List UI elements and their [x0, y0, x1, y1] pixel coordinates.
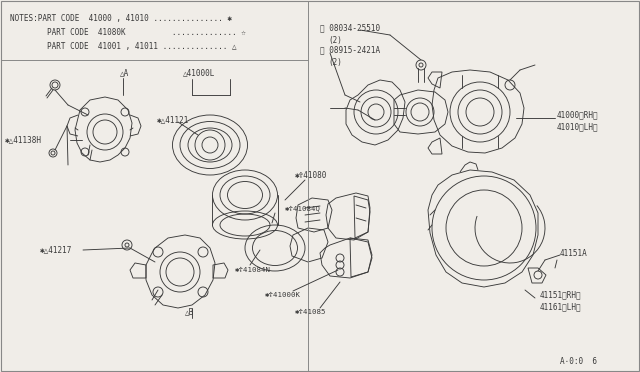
Text: NOTES:PART CODE  41000 , 41010 ............... ✱: NOTES:PART CODE 41000 , 41010 ..........… — [10, 13, 232, 22]
Text: △41000L: △41000L — [183, 68, 216, 77]
Text: ✱△41138H: ✱△41138H — [5, 135, 42, 144]
Text: Ⓥ 08915-2421A: Ⓥ 08915-2421A — [320, 45, 380, 55]
Text: (2): (2) — [328, 35, 342, 45]
Text: △A: △A — [120, 68, 129, 77]
Text: PART CODE  41080K          .............. ☆: PART CODE 41080K .............. ☆ — [10, 28, 246, 36]
Text: ✱☦41000K: ✱☦41000K — [265, 292, 301, 298]
Text: 41010（LH）: 41010（LH） — [557, 122, 598, 131]
Text: ✱△41121: ✱△41121 — [157, 115, 189, 125]
Text: Ⓑ 08034-25510: Ⓑ 08034-25510 — [320, 23, 380, 32]
Text: A⋅0:0  6: A⋅0:0 6 — [560, 357, 597, 366]
Text: ✱☦41080: ✱☦41080 — [295, 170, 328, 180]
Text: 41151（RH）: 41151（RH） — [540, 291, 582, 299]
Text: 41161（LH）: 41161（LH） — [540, 302, 582, 311]
Text: △B: △B — [185, 308, 195, 317]
Text: (2): (2) — [328, 58, 342, 67]
Text: 41000（RH）: 41000（RH） — [557, 110, 598, 119]
Text: ✱△41217: ✱△41217 — [40, 246, 72, 254]
Text: 41151A: 41151A — [560, 248, 588, 257]
Text: ✱☦41084N: ✱☦41084N — [235, 267, 271, 273]
Text: PART CODE  41001 , 41011 .............. △: PART CODE 41001 , 41011 .............. △ — [10, 42, 237, 51]
Text: ✱☦41085: ✱☦41085 — [295, 309, 326, 315]
Text: ✱☦41084Q: ✱☦41084Q — [285, 205, 321, 211]
